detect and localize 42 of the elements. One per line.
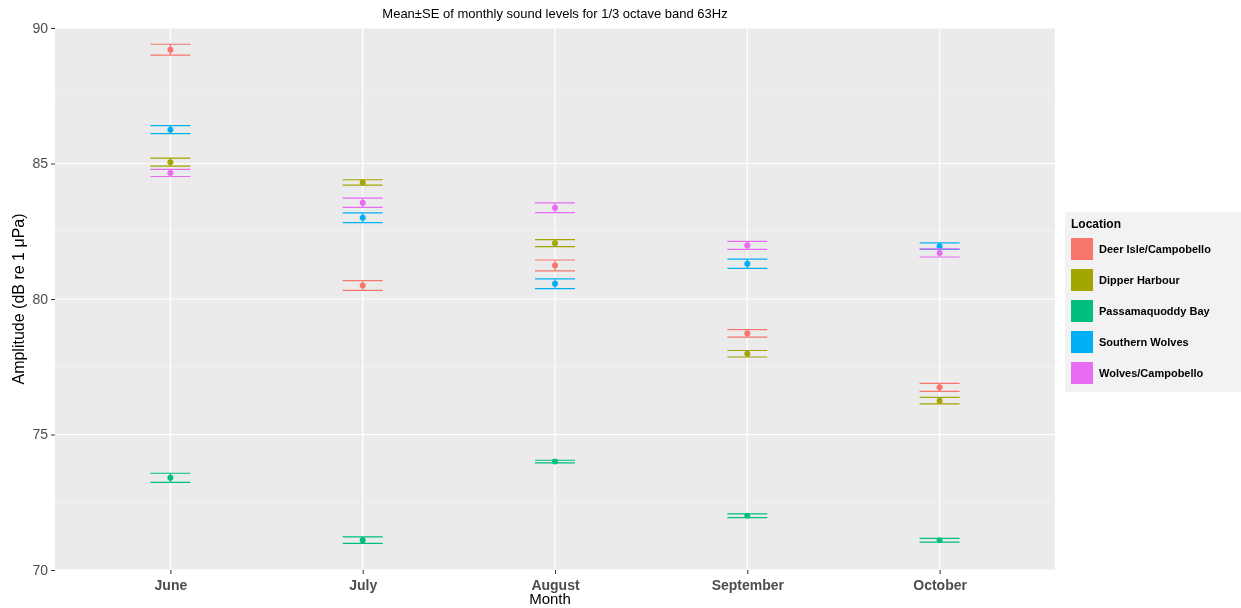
y-tick-label: 85 (32, 155, 49, 172)
y-tick-label: 90 (32, 19, 49, 36)
y-tick-label: 70 (32, 561, 49, 578)
point (359, 214, 366, 221)
x-tick-label: October (913, 576, 968, 593)
point (359, 537, 366, 544)
y-tick-label: 75 (32, 426, 49, 443)
point (744, 330, 751, 337)
y-tick-label: 80 (32, 290, 49, 307)
point (167, 159, 174, 166)
legend-label: Passamaquoddy Bay (1099, 305, 1211, 317)
point (936, 249, 943, 256)
point (552, 204, 558, 211)
point (744, 260, 751, 267)
point (936, 537, 943, 544)
x-tick-label: June (154, 576, 188, 593)
x-tick-label: July (349, 576, 378, 593)
point (359, 282, 366, 289)
y-axis-title: Amplitude (dB re 1 μPa) (10, 213, 27, 385)
point (552, 262, 558, 269)
legend-label: Wolves/Campobello (1099, 367, 1204, 379)
legend-label: Southern Wolves (1099, 336, 1189, 348)
x-tick-label: September (711, 576, 785, 593)
point (744, 242, 751, 249)
point (936, 384, 943, 391)
point (552, 458, 558, 465)
legend-title: Location (1071, 217, 1121, 231)
point (167, 474, 174, 481)
point (167, 46, 174, 53)
point (167, 169, 174, 176)
point (744, 350, 751, 357)
legend-label: Dipper Harbour (1099, 274, 1181, 286)
chart-title: Mean±SE of monthly sound levels for 1/3 octave band 63Hz (382, 6, 728, 21)
point (167, 126, 174, 133)
point (552, 240, 558, 247)
point (936, 397, 943, 404)
point (359, 179, 366, 186)
point (744, 512, 751, 519)
point (359, 199, 366, 206)
legend-label: Deer Isle/Campobello (1099, 243, 1212, 255)
point (552, 280, 558, 287)
x-tick-label: August (531, 576, 580, 593)
